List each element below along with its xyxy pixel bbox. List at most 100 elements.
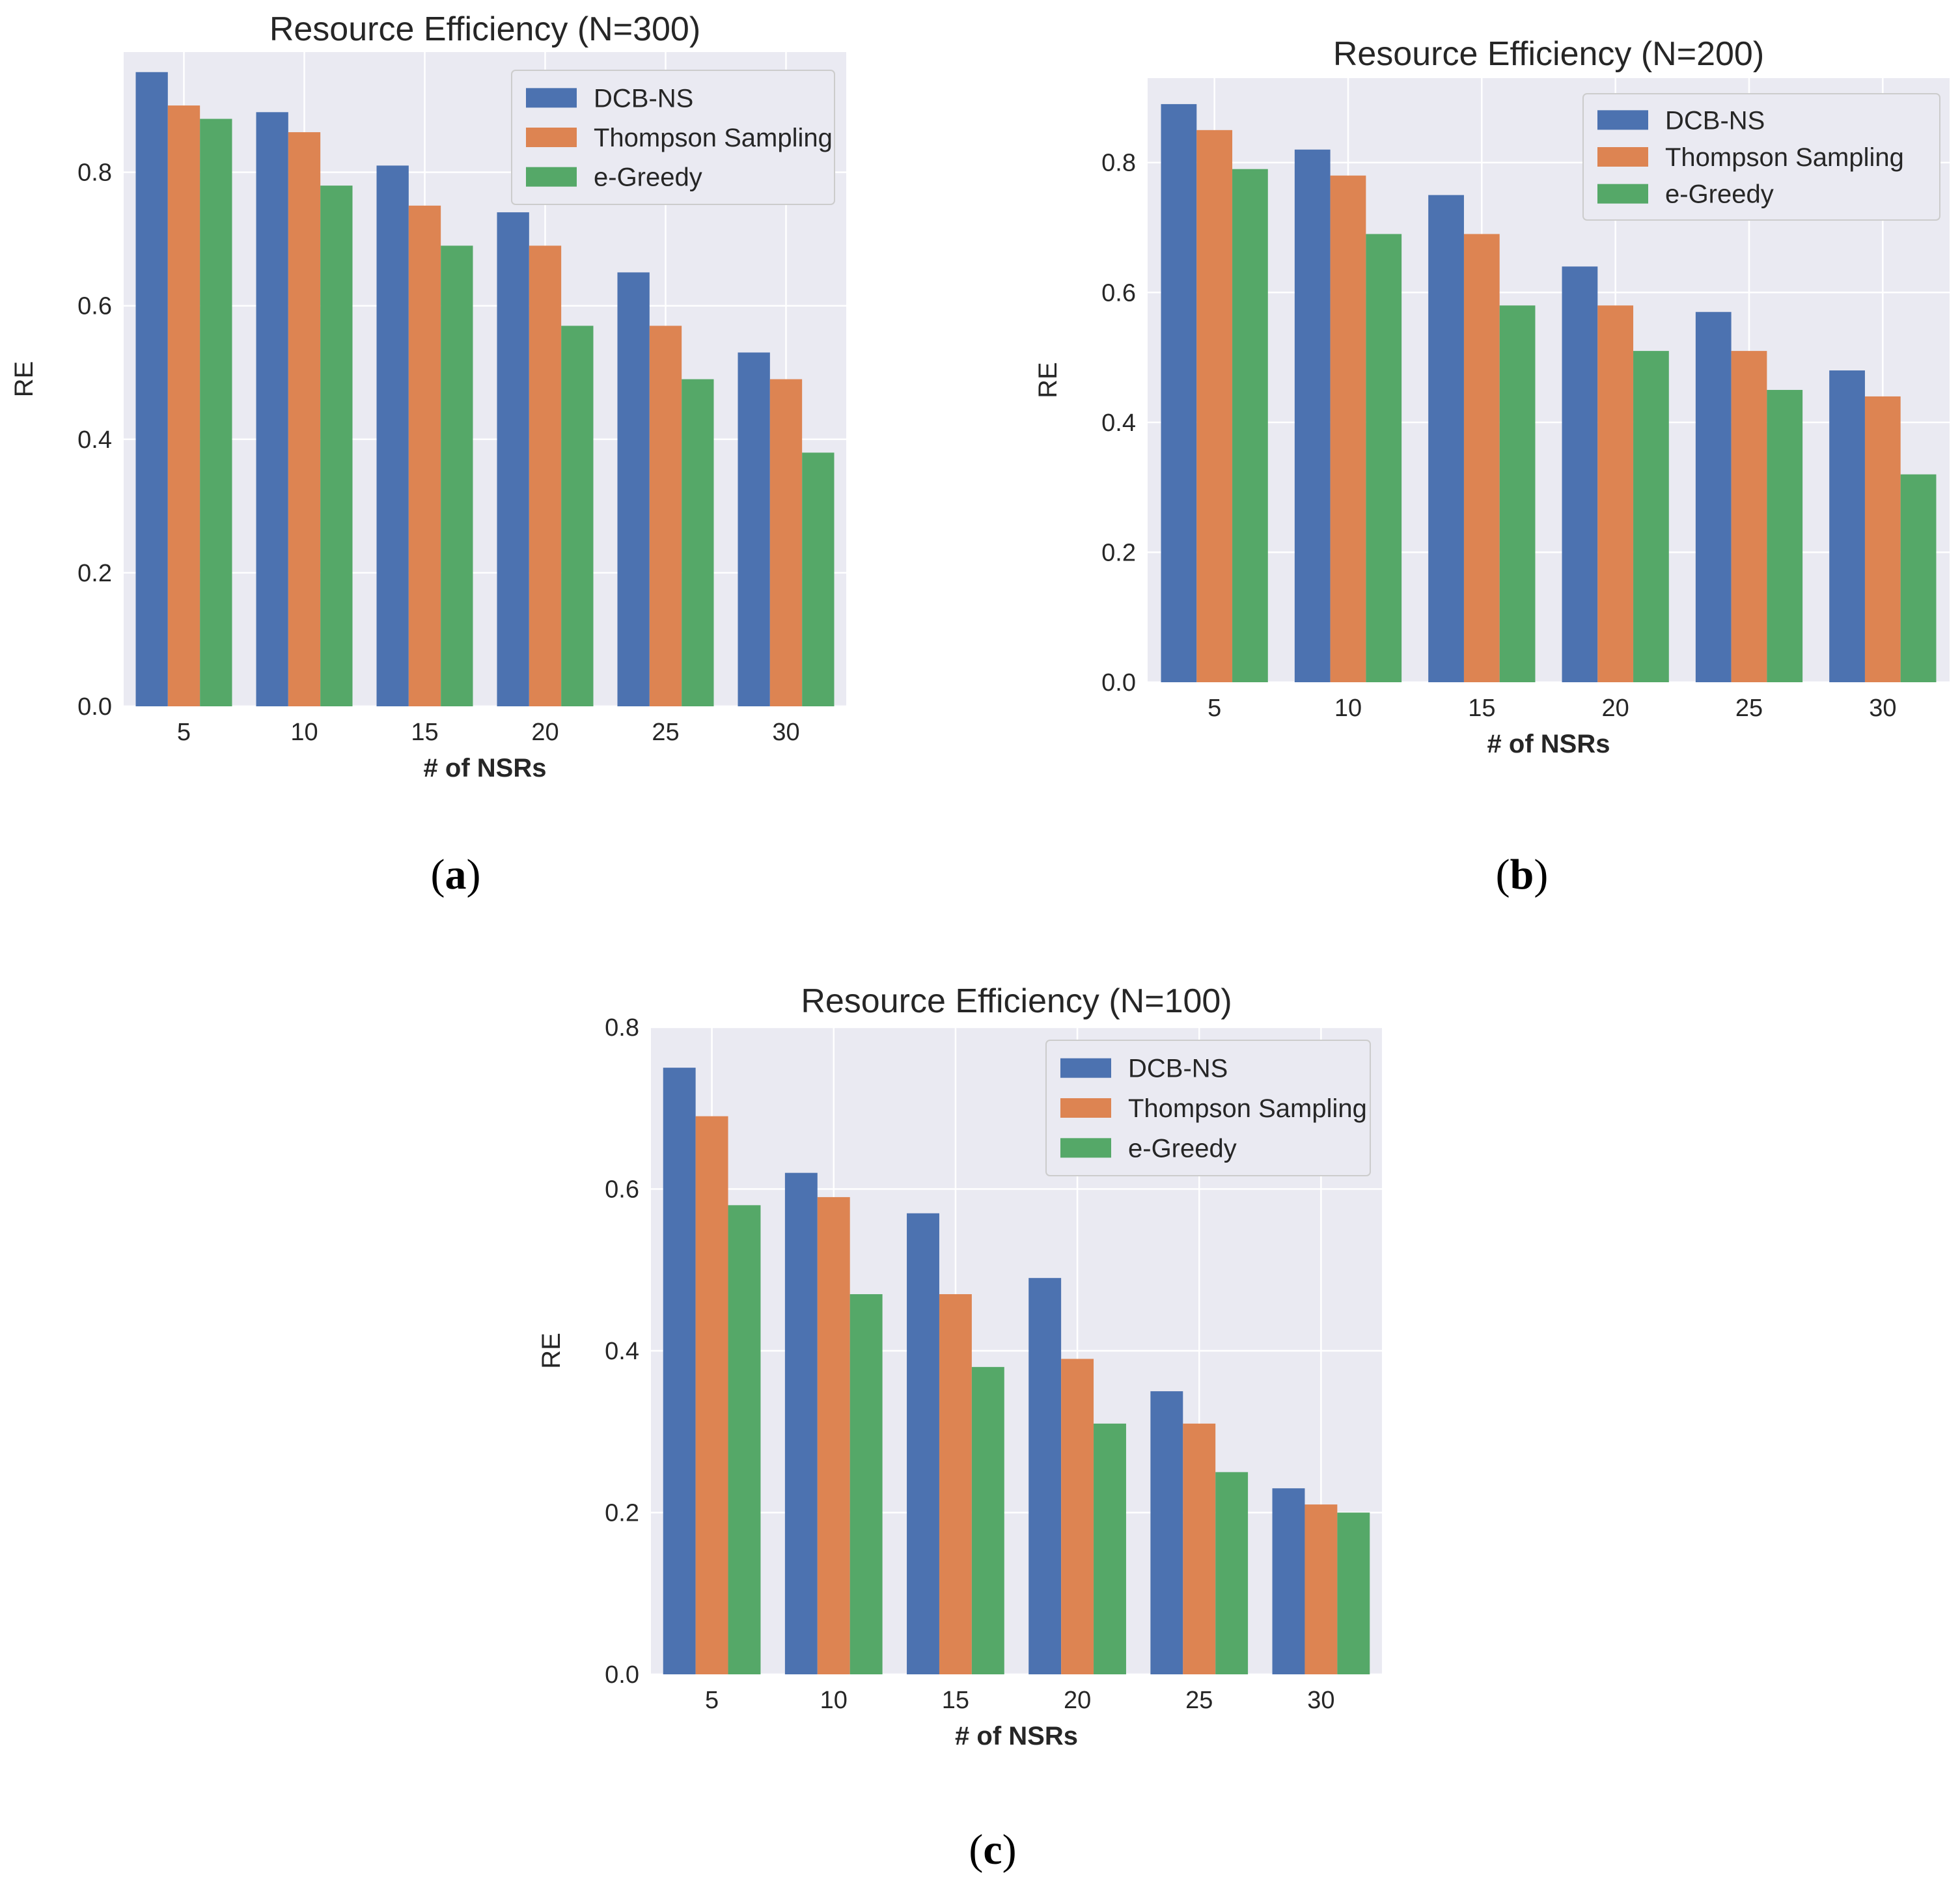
- x-tick-label: 20: [1064, 1687, 1091, 1714]
- bar-dcb-ns-10: [1294, 149, 1331, 683]
- x-tick-label: 30: [1307, 1687, 1334, 1714]
- bar-e-greedy-10: [320, 186, 353, 706]
- bar-dcb-ns-20: [497, 212, 529, 706]
- bar-thompson-sampling-5: [1196, 130, 1233, 683]
- caption-open: (: [969, 1826, 983, 1874]
- bar-dcb-ns-10: [784, 1172, 818, 1674]
- legend-box: [511, 70, 835, 205]
- x-tick-label: 25: [1185, 1687, 1213, 1714]
- bar-thompson-sampling-15: [939, 1294, 972, 1674]
- bar-dcb-ns-5: [135, 72, 168, 706]
- y-tick-label: 0.0: [77, 693, 112, 721]
- bar-thompson-sampling-20: [1061, 1359, 1094, 1674]
- legend-swatch: [1060, 1098, 1111, 1118]
- x-tick-label: 25: [1735, 695, 1763, 722]
- bar-e-greedy-5: [200, 118, 232, 706]
- x-tick-label: 15: [1468, 695, 1495, 722]
- y-tick-label: 0.6: [605, 1176, 639, 1204]
- bar-e-greedy-10: [1366, 234, 1402, 682]
- bar-thompson-sampling-25: [1183, 1423, 1216, 1674]
- x-tick-label: 5: [705, 1687, 719, 1714]
- chart-title: Resource Efficiency (N=100): [801, 982, 1232, 1020]
- bar-e-greedy-5: [728, 1205, 761, 1674]
- caption-open: (: [1496, 851, 1510, 898]
- bar-dcb-ns-30: [1272, 1488, 1305, 1674]
- bar-e-greedy-30: [1337, 1512, 1370, 1674]
- legend-swatch: [1597, 110, 1648, 130]
- bar-e-greedy-20: [1094, 1423, 1126, 1674]
- legend-label: e-Greedy: [1665, 180, 1774, 209]
- chart-title: Resource Efficiency (N=300): [269, 10, 700, 48]
- bar-e-greedy-30: [802, 452, 835, 706]
- bar-e-greedy-15: [441, 245, 473, 706]
- legend-swatch: [1060, 1138, 1111, 1158]
- bar-dcb-ns-15: [1428, 195, 1464, 682]
- legend-label: DCB-NS: [594, 84, 693, 113]
- y-axis-label: RE: [1034, 362, 1062, 398]
- x-tick-label: 5: [1208, 695, 1221, 722]
- x-tick-label: 10: [290, 719, 318, 746]
- bar-thompson-sampling-10: [288, 132, 321, 706]
- caption-letter: b: [1510, 851, 1534, 898]
- y-tick-label: 0.0: [1101, 669, 1136, 697]
- bar-dcb-ns-30: [738, 352, 770, 706]
- bar-dcb-ns-5: [663, 1068, 696, 1674]
- bar-thompson-sampling-5: [167, 105, 200, 706]
- bar-dcb-ns-20: [1028, 1278, 1062, 1674]
- caption-close: ): [1002, 1826, 1017, 1874]
- legend: DCB-NS Thompson Sampling e-Greedy: [511, 70, 835, 205]
- bar-e-greedy-30: [1900, 474, 1937, 682]
- panel-caption: (c): [969, 1826, 1016, 1874]
- bar-e-greedy-25: [682, 379, 714, 706]
- legend-swatch: [1597, 147, 1648, 167]
- y-tick-label: 0.4: [77, 426, 112, 454]
- bar-e-greedy-20: [1633, 351, 1669, 682]
- bar-dcb-ns-25: [617, 272, 650, 707]
- bar-e-greedy-5: [1232, 169, 1268, 682]
- y-tick-label: 0.8: [605, 1014, 639, 1042]
- legend-swatch: [526, 167, 577, 187]
- legend: DCB-NS Thompson Sampling e-Greedy: [1582, 93, 1940, 221]
- bar-dcb-ns-25: [1695, 312, 1732, 682]
- chart-panel-c: 0.0 0.2 0.4 0.6 0.8 5 10 15 20 25 30 Resource Effic…: [537, 982, 1382, 1874]
- x-axis-label: # of NSRs: [955, 1722, 1078, 1751]
- y-tick-label: 0.2: [1101, 539, 1136, 566]
- panel-caption: (a): [431, 851, 481, 898]
- bar-thompson-sampling-15: [408, 205, 441, 707]
- bar-thompson-sampling-20: [1597, 305, 1634, 682]
- x-axis-label: # of NSRs: [1487, 730, 1610, 758]
- y-tick-label: 0.2: [77, 560, 112, 587]
- caption-close: ): [1534, 851, 1548, 898]
- bar-e-greedy-15: [971, 1366, 1004, 1674]
- bar-dcb-ns-30: [1829, 370, 1865, 682]
- legend: DCB-NS Thompson Sampling e-Greedy: [1045, 1040, 1371, 1176]
- x-tick-label: 30: [1869, 695, 1896, 722]
- legend-label: Thompson Sampling: [594, 124, 833, 152]
- legend-swatch: [526, 88, 577, 108]
- bar-thompson-sampling-5: [695, 1116, 728, 1674]
- bar-thompson-sampling-10: [1330, 175, 1366, 682]
- legend-label: Thompson Sampling: [1128, 1094, 1367, 1123]
- bar-e-greedy-25: [1215, 1472, 1249, 1674]
- x-tick-label: 15: [411, 719, 438, 746]
- y-tick-label: 0.0: [605, 1661, 639, 1689]
- legend-label: e-Greedy: [594, 163, 702, 192]
- legend-box: [1582, 93, 1940, 221]
- bar-e-greedy-20: [561, 325, 594, 706]
- y-tick-label: 0.4: [1101, 409, 1136, 437]
- caption-letter: a: [445, 851, 467, 898]
- y-tick-label: 0.8: [1101, 150, 1136, 177]
- caption-open: (: [431, 851, 445, 898]
- bar-e-greedy-25: [1767, 389, 1803, 682]
- caption-letter: c: [983, 1826, 1002, 1874]
- x-tick-label: 10: [1334, 695, 1362, 722]
- x-tick-label: 15: [942, 1687, 969, 1714]
- bar-thompson-sampling-25: [1731, 351, 1767, 682]
- bar-dcb-ns-25: [1150, 1391, 1183, 1674]
- x-tick-label: 5: [177, 719, 191, 746]
- bar-dcb-ns-5: [1161, 104, 1197, 683]
- y-tick-label: 0.8: [77, 159, 112, 187]
- y-axis-label: RE: [10, 361, 38, 398]
- legend-label: DCB-NS: [1665, 106, 1765, 135]
